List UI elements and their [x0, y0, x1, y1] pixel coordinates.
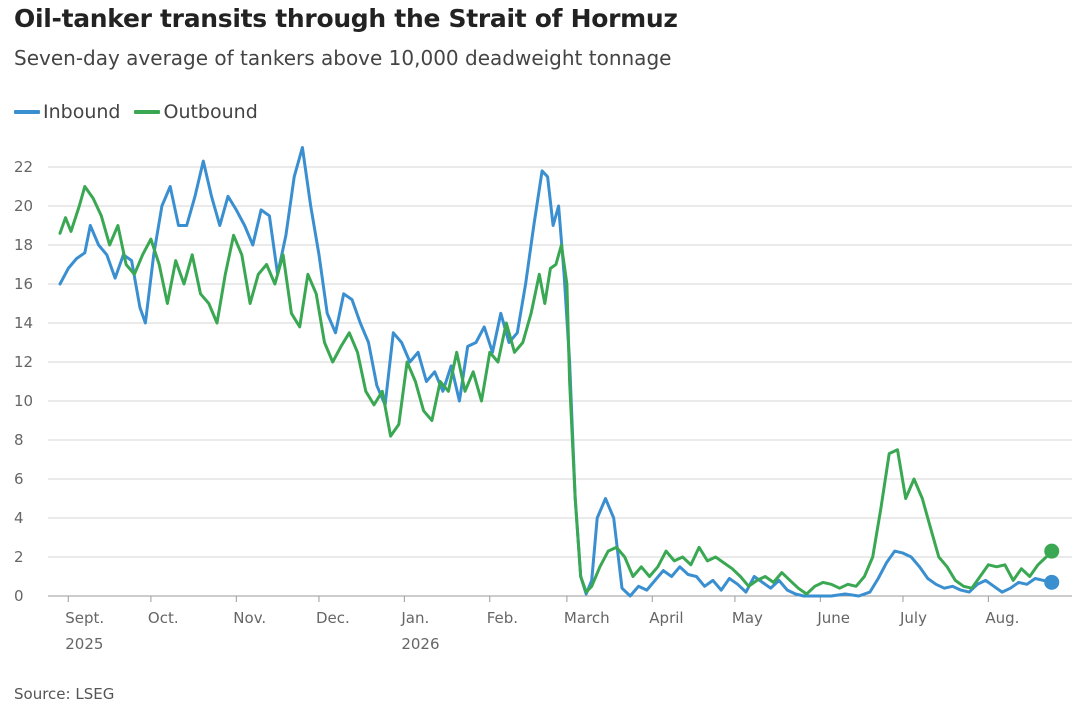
series-line-outbound [58, 185, 1054, 596]
x-tick-label: Aug. [985, 609, 1019, 627]
legend-swatch-outbound [134, 110, 161, 114]
legend-item-outbound: Outbound [134, 101, 258, 123]
x-tick-label: Dec. [316, 609, 350, 627]
y-tick-label: 4 [14, 509, 24, 527]
x-tick-label: Oct. [148, 609, 179, 627]
y-tick-label: 14 [14, 314, 33, 332]
x-tick-year-label: 2025 [65, 635, 103, 653]
x-tick-label: June [816, 609, 850, 627]
y-tick-label: 10 [14, 392, 33, 410]
y-tick-label: 20 [14, 197, 33, 215]
chart-legend: Inbound Outbound [14, 101, 258, 123]
x-tick-label: March [564, 609, 610, 627]
source-note: Source: LSEG [14, 685, 115, 703]
series-end-marker-inbound [1044, 574, 1060, 590]
legend-swatch-inbound [14, 110, 40, 114]
x-tick-year-label: 2026 [401, 635, 439, 653]
y-tick-label: 2 [14, 548, 24, 566]
series-line-inbound [58, 146, 1054, 598]
chart-subtitle: Seven-day average of tankers above 10,00… [14, 46, 672, 70]
y-tick-label: 16 [14, 275, 33, 293]
y-tick-label: 6 [14, 470, 24, 488]
legend-label-inbound: Inbound [43, 101, 121, 123]
legend-item-inbound: Inbound [14, 101, 120, 123]
y-tick-label: 12 [14, 353, 33, 371]
y-tick-label: 8 [14, 431, 24, 449]
y-tick-label: 22 [14, 158, 33, 176]
y-tick-label: 0 [14, 587, 24, 605]
legend-label-outbound: Outbound [163, 101, 258, 123]
y-tick-label: 18 [14, 236, 33, 254]
series-end-marker-outbound [1044, 543, 1060, 559]
chart-title: Oil-tanker transits through the Strait o… [14, 4, 678, 33]
x-tick-label: April [649, 609, 683, 627]
x-tick-label: Jan. [400, 609, 429, 627]
x-tick-label: July [899, 609, 927, 627]
x-tick-label: Nov. [233, 609, 266, 627]
x-tick-label: Feb. [487, 609, 518, 627]
x-tick-label: Sept. [65, 609, 104, 627]
x-tick-label: May [732, 609, 763, 627]
